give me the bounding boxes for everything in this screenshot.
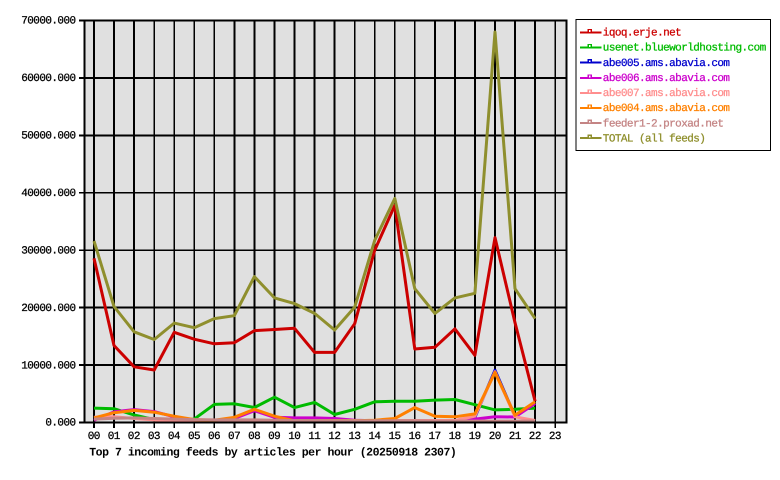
svg-text:02: 02	[128, 431, 140, 443]
svg-text:iqoq.erje.net: iqoq.erje.net	[603, 28, 681, 40]
svg-text:feeder1-2.proxad.net: feeder1-2.proxad.net	[603, 118, 724, 130]
svg-text:07: 07	[228, 431, 240, 443]
svg-text:01: 01	[108, 431, 121, 443]
svg-text:abe006.ams.abavia.com: abe006.ams.abavia.com	[603, 73, 731, 85]
svg-text:30000.000: 30000.000	[21, 245, 75, 257]
svg-text:TOTAL (all feeds): TOTAL (all feeds)	[603, 133, 706, 145]
svg-text:usenet.blueworldhosting.com: usenet.blueworldhosting.com	[603, 43, 767, 55]
svg-text:abe005.ams.abavia.com: abe005.ams.abavia.com	[603, 58, 731, 70]
svg-text:04: 04	[168, 431, 181, 443]
svg-text:16: 16	[409, 431, 421, 443]
svg-text:23: 23	[549, 431, 561, 443]
svg-text:0.000: 0.000	[45, 418, 75, 430]
svg-text:03: 03	[148, 431, 160, 443]
svg-text:10000.000: 10000.000	[21, 360, 75, 372]
svg-text:11: 11	[308, 431, 321, 443]
svg-text:06: 06	[208, 431, 220, 443]
svg-text:50000.000: 50000.000	[21, 131, 75, 143]
svg-text:10: 10	[288, 431, 300, 443]
svg-text:15: 15	[388, 431, 400, 443]
svg-text:20000.000: 20000.000	[21, 303, 75, 315]
svg-text:60000.000: 60000.000	[21, 73, 75, 85]
svg-text:14: 14	[368, 431, 381, 443]
svg-text:13: 13	[348, 431, 360, 443]
svg-text:09: 09	[268, 431, 280, 443]
svg-text:40000.000: 40000.000	[21, 188, 75, 200]
svg-text:20: 20	[489, 431, 501, 443]
svg-text:abe004.ams.abavia.com: abe004.ams.abavia.com	[603, 103, 731, 115]
svg-text:05: 05	[188, 431, 200, 443]
svg-text:08: 08	[248, 431, 260, 443]
svg-text:Top 7 incoming feeds by articl: Top 7 incoming feeds by articles per hou…	[89, 446, 456, 459]
svg-text:70000.000: 70000.000	[21, 16, 75, 28]
svg-text:21: 21	[509, 431, 522, 443]
svg-text:18: 18	[449, 431, 461, 443]
svg-text:abe007.ams.abavia.com: abe007.ams.abavia.com	[603, 88, 731, 100]
svg-text:19: 19	[469, 431, 481, 443]
svg-text:00: 00	[88, 431, 100, 443]
svg-text:17: 17	[429, 431, 441, 443]
svg-text:12: 12	[328, 431, 340, 443]
svg-text:22: 22	[529, 431, 541, 443]
